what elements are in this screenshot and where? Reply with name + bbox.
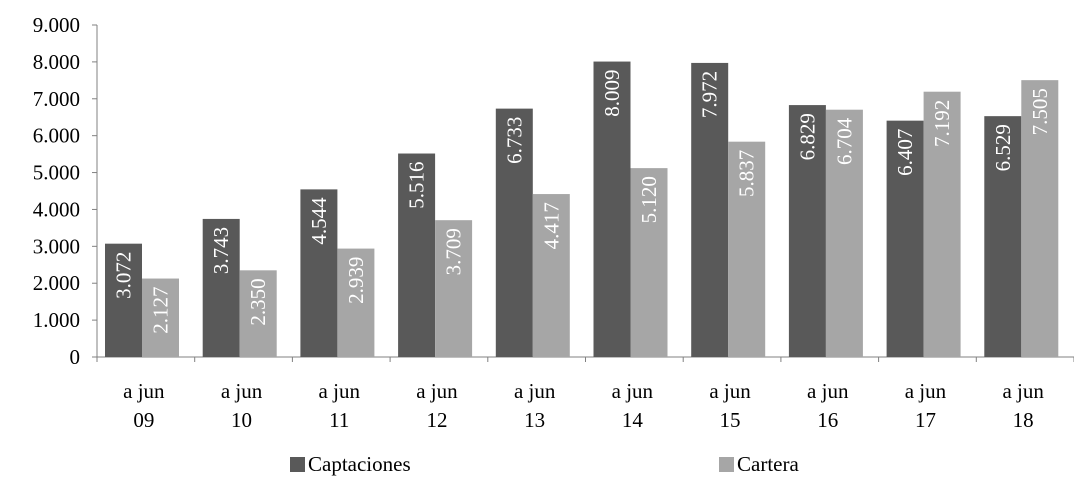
data-label: 6.704 [832,117,856,165]
data-label: 3.709 [442,228,466,275]
y-tick-label: 3.000 [33,234,80,258]
x-category-label-line2: 17 [915,408,936,432]
y-tick-label: 7.000 [33,87,80,111]
data-label: 4.544 [307,197,331,245]
bar-cartera-2 [337,248,375,357]
data-label: 5.516 [405,162,429,209]
data-label: 6.407 [893,129,917,176]
bar-cartera-8 [923,91,961,357]
x-category-label-line2: 09 [133,408,154,432]
bar-cartera-9 [1021,80,1059,357]
data-label: 7.972 [698,71,722,118]
data-label: 6.829 [795,113,819,160]
x-category-label-line1: a jun [1002,379,1044,403]
x-category-label-line1: a jun [612,379,654,403]
bar-cartera-4 [532,194,570,357]
x-category-label-line1: a jun [807,379,849,403]
y-tick-label: 2.000 [33,271,80,295]
bar-captaciones-3 [398,153,436,357]
y-tick-label: 1.000 [33,308,80,332]
x-category-label-line1: a jun [416,379,458,403]
bar-cartera-1 [239,270,277,357]
bar-captaciones-2 [300,189,338,357]
bar-captaciones-6 [691,62,729,357]
bar-captaciones-5 [593,61,631,358]
x-category-label-line1: a jun [123,379,165,403]
x-category-label-line2: 10 [231,408,252,432]
bar-cartera-7 [825,109,863,357]
data-label: 7.505 [1028,88,1052,135]
y-tick-label: 4.000 [33,197,80,221]
legend-label-cartera: Cartera [737,452,799,476]
data-label: 4.417 [539,202,563,249]
y-tick-label: 6.000 [33,124,80,148]
data-label: 2.350 [246,278,270,325]
bar-captaciones-4 [495,108,533,358]
bar-captaciones-9 [984,116,1022,358]
x-category-label-line2: 14 [622,408,644,432]
y-tick-label: 8.000 [33,50,80,74]
y-tick-label: 0 [70,345,81,369]
x-category-label-line1: a jun [221,379,263,403]
x-category-label-line2: 18 [1013,408,1034,432]
x-category-label-line2: 13 [524,408,545,432]
x-category-label-line1: a jun [709,379,751,403]
data-label: 6.733 [502,117,526,164]
x-category-label-line2: 16 [817,408,838,432]
bar-captaciones-8 [886,120,924,357]
y-tick-label: 9.000 [33,13,80,37]
data-label: 3.072 [112,252,136,299]
x-category-label-line1: a jun [514,379,556,403]
legend-label-captaciones: Captaciones [308,452,411,476]
data-label: 7.192 [930,100,954,147]
legend-swatch-captaciones [290,457,305,472]
bar-captaciones-0 [105,243,142,357]
data-label: 6.529 [991,124,1015,171]
bar-captaciones-1 [202,218,240,357]
data-label: 5.837 [735,150,759,197]
data-label: 8.009 [600,70,624,117]
data-label: 2.127 [149,287,173,334]
x-category-label-line2: 12 [426,408,447,432]
data-label: 5.120 [637,176,661,223]
x-category-label-line1: a jun [905,379,947,403]
bar-cartera-5 [630,168,668,357]
legend-swatch-cartera [719,457,734,472]
bar-cartera-3 [435,220,473,357]
x-category-label-line1: a jun [319,379,361,403]
legend-item-captaciones: Captaciones [290,452,411,477]
bar-cartera-0 [142,278,179,357]
x-category-label-line2: 11 [329,408,349,432]
data-label: 3.743 [209,227,233,274]
legend-item-cartera: Cartera [719,452,799,477]
bar-captaciones-7 [788,105,826,357]
data-label: 2.939 [344,257,368,304]
bar-cartera-6 [728,141,766,357]
y-tick-label: 5.000 [33,161,80,185]
x-category-label-line2: 15 [720,408,741,432]
